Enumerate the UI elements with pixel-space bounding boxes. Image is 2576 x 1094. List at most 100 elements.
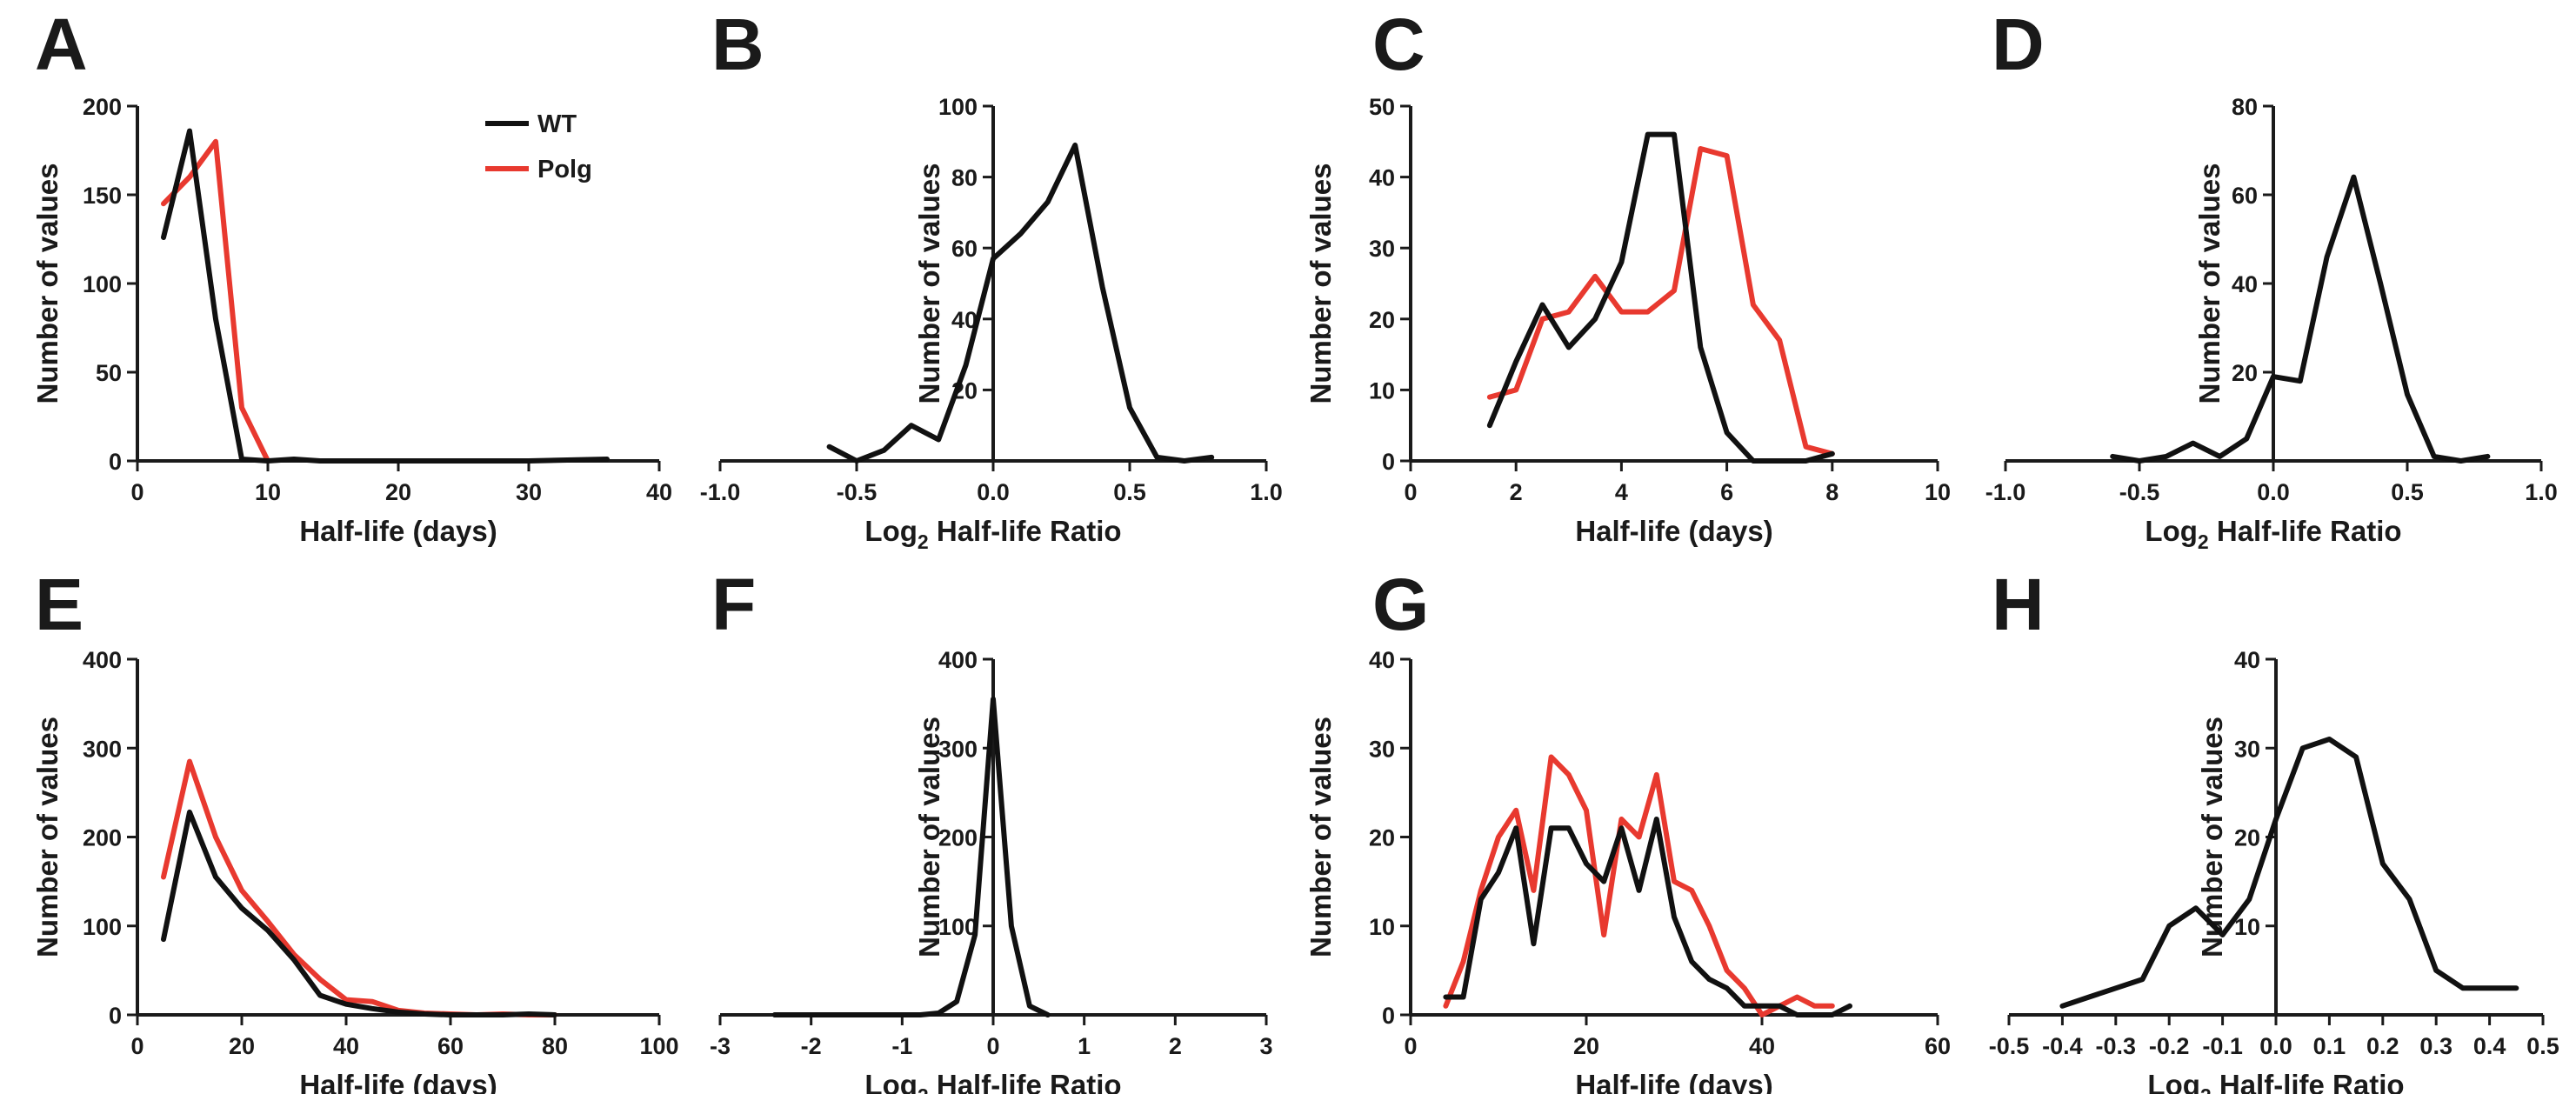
- y-tick-label: 10: [2234, 914, 2260, 940]
- x-tick-label: -1: [891, 1033, 912, 1059]
- x-axis-title: Log2 Half-life Ratio: [2145, 515, 2401, 553]
- x-axis-title: Half-life (days): [299, 1069, 497, 1094]
- y-axis-title: Number of values: [2193, 163, 2226, 404]
- y-tick-label: 40: [1369, 165, 1395, 191]
- y-tick-label: 400: [938, 647, 978, 673]
- x-tick-label: 0.1: [2313, 1033, 2346, 1059]
- x-tick-label: 0.4: [2473, 1033, 2506, 1059]
- x-tick-label: 1.0: [1250, 479, 1283, 505]
- y-axis-title: Number of values: [1305, 717, 1337, 957]
- x-tick-label: 8: [1825, 479, 1839, 505]
- x-tick-label: 0.3: [2419, 1033, 2453, 1059]
- x-tick-label: 6: [1720, 479, 1733, 505]
- series-line-wt: [1443, 817, 1852, 1017]
- legend-label-polg: Polg: [537, 156, 592, 183]
- x-axis-title: Log2 Half-life Ratio: [864, 1069, 1121, 1094]
- x-tick-label: 10: [255, 479, 281, 505]
- series-line-polg: [161, 138, 270, 464]
- panel-letter: B: [711, 3, 764, 85]
- x-tick-label: 60: [1925, 1033, 1951, 1059]
- y-tick-label: 60: [951, 236, 978, 262]
- y-axis-title: Number of values: [913, 717, 945, 957]
- x-tick-label: 4: [1615, 479, 1628, 505]
- y-tick-label: 0: [109, 449, 122, 475]
- series-line-ratio: [771, 697, 1051, 1017]
- y-tick-label: 20: [1369, 825, 1395, 851]
- y-tick-label: 20: [2234, 825, 2260, 851]
- y-tick-label: 300: [938, 736, 978, 762]
- panel-letter: H: [1992, 564, 2045, 645]
- x-tick-label: 0: [130, 479, 143, 505]
- x-axis-title: Half-life (days): [299, 515, 497, 547]
- x-tick-label: 1: [1078, 1033, 1091, 1059]
- y-tick-label: 200: [83, 94, 122, 120]
- y-tick-label: 0: [1382, 449, 1395, 475]
- panel-letter: E: [35, 564, 83, 645]
- x-tick-label: -0.5: [837, 479, 878, 505]
- y-tick-label: 80: [951, 165, 978, 191]
- panel-letter: G: [1372, 564, 1429, 645]
- y-axis-title: Number of values: [31, 163, 63, 404]
- y-axis-title: Number of values: [1305, 163, 1337, 404]
- x-tick-label: -0.5: [2119, 479, 2160, 505]
- x-tick-label: 40: [1749, 1033, 1775, 1059]
- series-line-ratio: [826, 142, 1215, 464]
- y-tick-label: 200: [83, 825, 122, 851]
- panel-letter: D: [1992, 3, 2045, 85]
- x-tick-label: 2: [1510, 479, 1523, 505]
- x-axis-title: Half-life (days): [1575, 515, 1772, 547]
- y-tick-label: 100: [83, 271, 122, 297]
- x-tick-label: -1.0: [700, 479, 741, 505]
- panel-g: G 0 20 40 60 0 10 20 30 40 Half-life (days) Number …: [1305, 564, 1951, 1094]
- x-tick-label: -2: [801, 1033, 822, 1059]
- y-tick-label: 300: [83, 736, 122, 762]
- panel-d: D -1.0 -0.5 0.0 0.5 1.0 20 40 60 80 Log2 Half-life…: [1985, 3, 2558, 553]
- x-tick-label: -0.3: [2096, 1033, 2137, 1059]
- x-tick-label: -1.0: [1985, 479, 2026, 505]
- panel-f: F -3 -2 -1 0 1 2 3 100 200 300 400 Log2 Half-life Ra…: [710, 564, 1273, 1094]
- panel-c: C 0 2 4 6 8 10 0 10 20 30 40 50 Half-life (days) Numbe…: [1305, 3, 1951, 547]
- panel-letter: A: [35, 3, 88, 85]
- panel-letter: C: [1372, 3, 1425, 85]
- x-tick-label: 0: [986, 1033, 999, 1059]
- panel-h: H -0.5 -0.4 -0.3 -0.2 -0.1 0.0 0.1 0.2 0.3 0.4 0.5 1…: [1989, 564, 2559, 1094]
- y-tick-label: 50: [1369, 94, 1395, 120]
- x-tick-label: 100: [639, 1033, 678, 1059]
- y-tick-label: 40: [2232, 271, 2258, 297]
- y-tick-label: 20: [2232, 360, 2258, 386]
- y-tick-label: 40: [2234, 647, 2260, 673]
- series-line-ratio: [2110, 174, 2491, 464]
- x-axis-title: Half-life (days): [1575, 1069, 1772, 1094]
- x-tick-label: 3: [1259, 1033, 1272, 1059]
- x-tick-label: 80: [542, 1033, 568, 1059]
- series-line-wt: [161, 128, 610, 464]
- legend-label-wt: WT: [537, 110, 577, 138]
- x-axis-title: Log2 Half-life Ratio: [864, 515, 1121, 553]
- y-tick-label: 150: [83, 183, 122, 209]
- x-tick-label: 40: [333, 1033, 359, 1059]
- y-axis-title: Number of values: [31, 717, 63, 957]
- series-line-polg: [1443, 754, 1835, 1017]
- y-tick-label: 30: [1369, 736, 1395, 762]
- x-tick-label: 0.2: [2366, 1033, 2399, 1059]
- y-tick-label: 100: [938, 914, 978, 940]
- x-tick-label: 0.0: [2257, 479, 2290, 505]
- x-tick-label: 60: [437, 1033, 464, 1059]
- y-tick-label: 0: [1382, 1003, 1395, 1029]
- y-tick-label: 100: [83, 914, 122, 940]
- y-tick-label: 60: [2232, 183, 2258, 209]
- x-tick-label: 0: [130, 1033, 143, 1059]
- y-tick-label: 400: [83, 647, 122, 673]
- x-tick-label: -0.1: [2202, 1033, 2243, 1059]
- y-tick-label: 20: [1369, 307, 1395, 333]
- y-tick-label: 10: [1369, 377, 1395, 404]
- x-tick-label: 0.0: [977, 479, 1010, 505]
- x-tick-label: -3: [710, 1033, 731, 1059]
- x-tick-label: 20: [385, 479, 411, 505]
- x-tick-label: 2: [1169, 1033, 1182, 1059]
- y-tick-label: 80: [2232, 94, 2258, 120]
- panel-letter: F: [711, 564, 756, 645]
- y-tick-label: 40: [1369, 647, 1395, 673]
